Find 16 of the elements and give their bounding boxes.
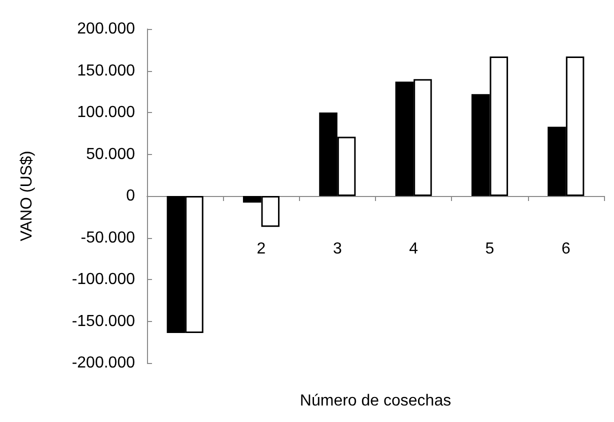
x-tick-label: 3 bbox=[332, 240, 342, 258]
y-axis-title: VANO (US$) bbox=[18, 150, 36, 242]
y-tick-label: 50.000 bbox=[86, 146, 136, 163]
x-tick-label: 2 bbox=[256, 240, 266, 258]
y-tick-label: 200.000 bbox=[77, 20, 136, 38]
x-tick-label: 6 bbox=[561, 240, 570, 258]
x-tick-label: 5 bbox=[485, 240, 494, 258]
x-axis-title: Número de cosechas bbox=[300, 392, 452, 410]
y-tick-label: 100.000 bbox=[77, 104, 136, 121]
y-tick-label: -200.000 bbox=[72, 354, 136, 372]
y-tick-label: -100.000 bbox=[72, 271, 136, 288]
y-tick-label: -50.000 bbox=[80, 229, 136, 246]
y-tick-label: -150.000 bbox=[72, 312, 136, 330]
x-tick-label: 4 bbox=[409, 240, 418, 258]
y-tick-label: 0 bbox=[126, 188, 136, 204]
y-tick-label: 150.000 bbox=[77, 62, 136, 80]
